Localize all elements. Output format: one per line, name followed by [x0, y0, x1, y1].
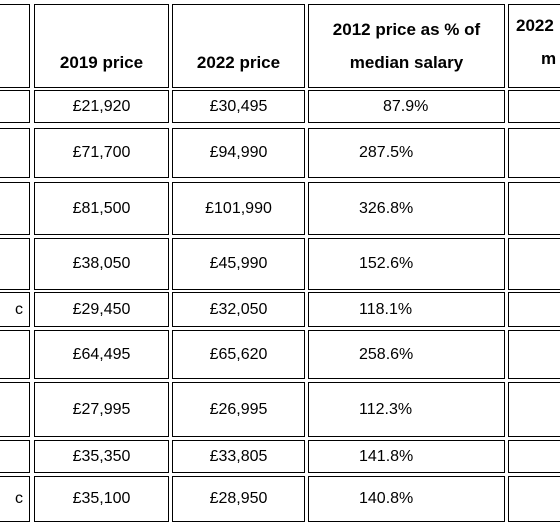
table-cell: £64,495 — [34, 330, 169, 379]
table-cell: £45,990 — [172, 238, 305, 290]
table-cell — [508, 440, 560, 473]
table-cell — [508, 238, 560, 290]
table-cell: £94,990 — [172, 128, 305, 178]
table-cell: £29,450 — [34, 292, 169, 327]
table-cell — [508, 476, 560, 522]
header-cell — [508, 4, 560, 88]
table-cell: £30,495 — [172, 90, 305, 123]
row-stub: c — [0, 292, 30, 327]
table-cell: £35,350 — [34, 440, 169, 473]
table-cell: 140.8% — [308, 476, 505, 522]
table-cell — [508, 90, 560, 123]
table-cell: £101,990 — [172, 182, 305, 235]
header-fragment: m — [541, 49, 557, 68]
header-cell: 2019 price — [34, 4, 169, 88]
table-cell: £28,950 — [172, 476, 305, 522]
table-cell — [508, 382, 560, 437]
table-cell — [508, 292, 560, 327]
header-fragment: 2022 — [516, 16, 554, 35]
table-cell: 141.8% — [308, 440, 505, 473]
table-cell: 87.9% — [308, 90, 505, 123]
row-stub — [0, 330, 30, 379]
table-cell — [508, 330, 560, 379]
table-cell — [508, 128, 560, 178]
table-cell: 258.6% — [308, 330, 505, 379]
header-cell — [0, 4, 30, 88]
table-cell: £71,700 — [34, 128, 169, 178]
table-cell: 287.5% — [308, 128, 505, 178]
row-stub — [0, 182, 30, 235]
table-cell: £35,100 — [34, 476, 169, 522]
table-cell: 326.8% — [308, 182, 505, 235]
table-cell: 112.3% — [308, 382, 505, 437]
header-cell: 2012 price as % of median salary — [308, 4, 505, 88]
table-cell: 118.1% — [308, 292, 505, 327]
table-cell: £65,620 — [172, 330, 305, 379]
table-cell: £81,500 — [34, 182, 169, 235]
table-cell: £32,050 — [172, 292, 305, 327]
header-cell: 2022 price — [172, 4, 305, 88]
table-cell: £33,805 — [172, 440, 305, 473]
row-stub — [0, 90, 30, 123]
table-cell — [508, 182, 560, 235]
table-cell: £26,995 — [172, 382, 305, 437]
table-cell: 152.6% — [308, 238, 505, 290]
row-stub — [0, 382, 30, 437]
row-stub — [0, 128, 30, 178]
row-stub: c — [0, 476, 30, 522]
row-stub — [0, 440, 30, 473]
row-stub — [0, 238, 30, 290]
table-cell: £21,920 — [34, 90, 169, 123]
table-cell: £38,050 — [34, 238, 169, 290]
table-cell: £27,995 — [34, 382, 169, 437]
